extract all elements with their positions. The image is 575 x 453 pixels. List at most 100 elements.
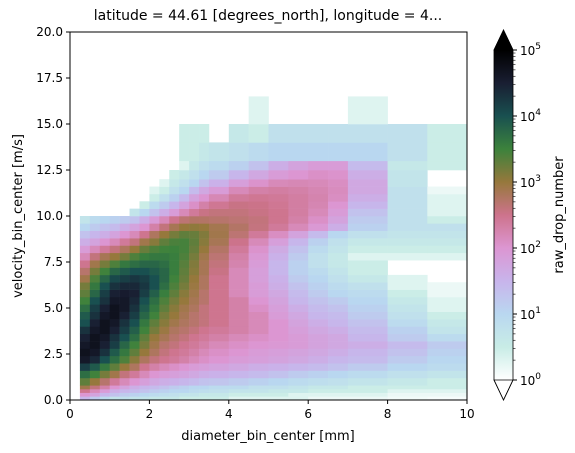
heatmap-cell bbox=[149, 274, 160, 283]
heatmap-cell bbox=[139, 216, 150, 224]
heatmap-cell bbox=[79, 289, 91, 298]
heatmap-cell bbox=[179, 377, 190, 386]
heatmap-cell bbox=[387, 238, 428, 246]
heatmap-cell bbox=[149, 370, 160, 379]
heatmap-cell bbox=[129, 304, 140, 312]
heatmap-cell bbox=[268, 193, 289, 202]
heatmap-cell bbox=[99, 326, 110, 335]
heatmap-cell bbox=[149, 289, 160, 298]
heatmap-cell bbox=[129, 388, 140, 393]
heatmap-cell bbox=[109, 363, 120, 371]
heatmap-cell bbox=[109, 260, 120, 268]
heatmap-cell bbox=[288, 370, 309, 379]
heatmap-cell bbox=[79, 341, 91, 349]
heatmap-cell bbox=[328, 392, 349, 397]
heatmap-cell bbox=[189, 124, 200, 143]
heatmap-cell bbox=[99, 377, 110, 386]
heatmap-cell bbox=[308, 304, 329, 312]
colorbar: 100 101 102 103 104 105 bbox=[493, 29, 541, 401]
heatmap-cell bbox=[427, 392, 468, 397]
heatmap-cell bbox=[169, 355, 180, 364]
heatmap-cell bbox=[347, 208, 388, 217]
heatmap-cell bbox=[139, 396, 150, 401]
heatmap-cell bbox=[427, 245, 468, 254]
heatmap-cell bbox=[169, 341, 180, 349]
heatmap-cell bbox=[347, 252, 388, 261]
heatmap-cell bbox=[347, 124, 388, 143]
heatmap-cell bbox=[89, 392, 101, 397]
heatmap-cell bbox=[328, 274, 349, 283]
heatmap-cell bbox=[109, 282, 120, 290]
heatmap-cell bbox=[208, 186, 230, 195]
heatmap-cell bbox=[288, 311, 309, 320]
heatmap-cell bbox=[387, 179, 428, 187]
heatmap-cell bbox=[139, 238, 150, 246]
heatmap-cell bbox=[109, 388, 120, 393]
heatmap-cell bbox=[99, 304, 110, 312]
heatmap-cell bbox=[169, 267, 180, 276]
heatmap-cell bbox=[199, 201, 210, 209]
heatmap-cell bbox=[288, 230, 309, 239]
heatmap-cell bbox=[308, 260, 329, 268]
heatmap-cell bbox=[328, 260, 349, 268]
heatmap-cell bbox=[199, 124, 210, 143]
heatmap-cell bbox=[159, 396, 170, 401]
heatmap-cell bbox=[308, 245, 329, 254]
heatmap-cell bbox=[159, 355, 170, 364]
heatmap-cell bbox=[179, 304, 190, 312]
heatmap-cell bbox=[149, 355, 160, 364]
heatmap-cell bbox=[89, 333, 101, 342]
heatmap-cell bbox=[268, 170, 289, 180]
heatmap-cell bbox=[308, 142, 329, 162]
heatmap-cell bbox=[268, 124, 289, 143]
colorbar-bottom-extend bbox=[493, 379, 514, 401]
heatmap-cell bbox=[129, 392, 140, 397]
heatmap-cell bbox=[179, 267, 190, 276]
heatmap-cell bbox=[109, 296, 120, 305]
heatmap-cell bbox=[228, 392, 249, 397]
heatmap-cell bbox=[427, 142, 468, 162]
heatmap-cell bbox=[387, 208, 428, 217]
heatmap-cell bbox=[248, 230, 269, 239]
heatmap-cell bbox=[288, 392, 309, 397]
heatmap-cell bbox=[228, 267, 249, 276]
heatmap-cell bbox=[228, 363, 249, 371]
heatmap-cell bbox=[387, 355, 428, 364]
heatmap-cell bbox=[268, 296, 289, 305]
heatmap-cell bbox=[268, 311, 289, 320]
heatmap-cell bbox=[149, 238, 160, 246]
heatmap-cell bbox=[129, 333, 140, 342]
heatmap-cell bbox=[427, 230, 468, 239]
heatmap-cell bbox=[99, 392, 110, 397]
heatmap-cell bbox=[328, 216, 349, 224]
heatmap-cell bbox=[139, 326, 150, 335]
heatmap-cell bbox=[387, 282, 428, 290]
heatmap-cell bbox=[119, 363, 130, 371]
heatmap-cell bbox=[427, 160, 468, 171]
heatmap-cell bbox=[189, 319, 200, 327]
heatmap-cell bbox=[387, 392, 428, 397]
heatmap-cell bbox=[179, 186, 190, 195]
heatmap-cell bbox=[169, 388, 180, 393]
heatmap-cell bbox=[387, 370, 428, 379]
heatmap-cell bbox=[149, 267, 160, 276]
heatmap-cell bbox=[159, 201, 170, 209]
heatmap-cell bbox=[387, 142, 428, 162]
heatmap-cell bbox=[308, 355, 329, 364]
heatmap-cell bbox=[387, 201, 428, 209]
heatmap-cell bbox=[288, 216, 309, 224]
heatmap-cell bbox=[328, 311, 349, 320]
heatmap-cell bbox=[347, 216, 388, 224]
heatmap-cell bbox=[268, 289, 289, 298]
heatmap-cell bbox=[248, 179, 269, 187]
heatmap-cell bbox=[199, 348, 210, 357]
heatmap-cell bbox=[139, 311, 150, 320]
heatmap-cell bbox=[79, 245, 91, 254]
heatmap-cell bbox=[328, 208, 349, 217]
heatmap-cell bbox=[347, 296, 388, 305]
x-tick-label: 0 bbox=[66, 407, 74, 421]
heatmap-cell bbox=[248, 201, 269, 209]
heatmap-cell bbox=[179, 160, 190, 171]
heatmap-cell bbox=[387, 186, 428, 195]
heatmap-cell bbox=[328, 348, 349, 357]
